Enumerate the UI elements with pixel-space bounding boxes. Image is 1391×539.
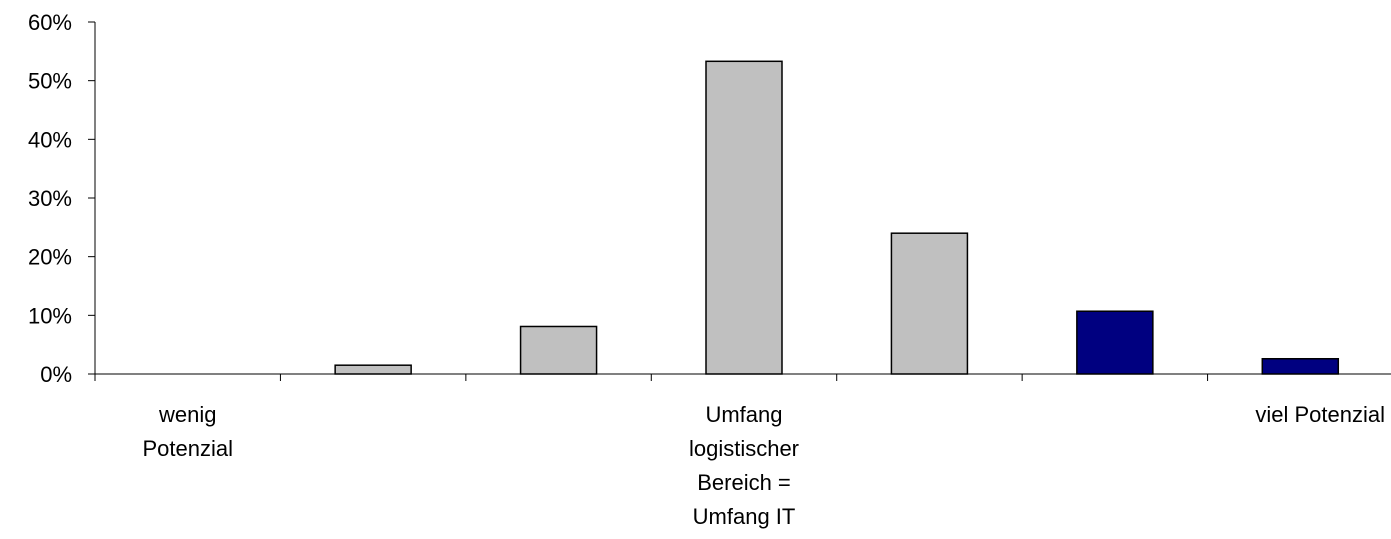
x-category-label-line: Potenzial <box>142 436 233 461</box>
category-labels: wenig Potenzial Umfang logistischer Bereich … <box>142 402 1385 529</box>
bar-7 <box>1261 357 1340 375</box>
x-category-label-line: Umfang <box>705 402 782 427</box>
bar-3 <box>519 325 598 375</box>
bar-2 <box>334 364 412 375</box>
x-category-label-line: Bereich = <box>697 470 791 495</box>
y-tick-label: 0% <box>40 362 72 387</box>
x-category-label: viel Potenzial <box>1255 402 1385 427</box>
bars <box>334 60 1340 375</box>
x-category-label-line: Umfang IT <box>693 504 796 529</box>
x-category-label: Umfang logistischer Bereich = Umfang IT <box>689 402 799 529</box>
bar-6 <box>1076 310 1154 375</box>
y-tick-label: 20% <box>28 245 72 270</box>
x-category-label-line: wenig <box>158 402 216 427</box>
x-axis <box>94 373 1391 381</box>
x-category-label: wenig Potenzial <box>142 402 233 461</box>
y-tick-label: 30% <box>28 186 72 211</box>
y-tick-label: 40% <box>28 127 72 152</box>
y-tick-label: 60% <box>28 10 72 35</box>
y-axis: 0% 10% 20% 30% 40% 50% 60% <box>28 10 96 387</box>
x-category-label-line: viel Potenzial <box>1255 402 1385 427</box>
x-category-label-line: logistischer <box>689 436 799 461</box>
y-tick-label: 50% <box>28 69 72 94</box>
bar-5 <box>890 232 969 375</box>
y-tick-label: 10% <box>28 303 72 328</box>
bar-4 <box>705 60 783 375</box>
